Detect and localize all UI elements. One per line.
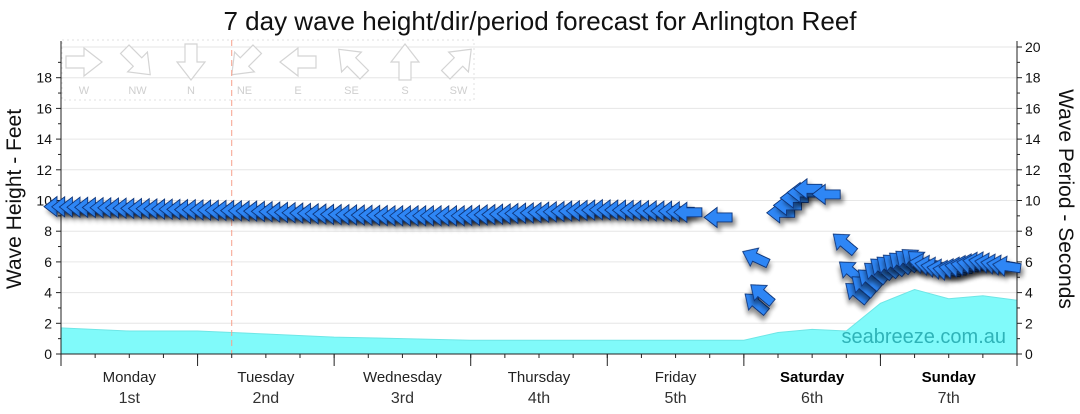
chart-axes: 02468101214161802468101214161820Monday1s…: [36, 39, 1040, 407]
wave-direction-arrow-icon: [742, 247, 771, 269]
y-right-tick-label: 0: [1025, 346, 1033, 362]
date-label: 6th: [801, 390, 823, 407]
day-label: Thursday: [508, 369, 571, 386]
arrow-shape: [750, 284, 776, 307]
day-label: Wednesday: [363, 369, 442, 386]
compass-arrow-shape: [175, 43, 207, 81]
compass-label: N: [187, 85, 195, 97]
y-left-tick-label: 18: [36, 70, 52, 86]
day-label: Monday: [103, 369, 157, 386]
compass-label: NW: [128, 85, 147, 97]
date-label: 7th: [938, 390, 960, 407]
compass-label: SE: [344, 85, 359, 97]
compass-arrow-shape: [440, 48, 472, 80]
y-right-tick-label: 2: [1025, 315, 1033, 331]
compass-arrow-icon: [65, 46, 103, 78]
grid-lines: [61, 46, 1017, 324]
compass-arrow-icon: [338, 48, 370, 80]
y-right-tick-label: 20: [1025, 39, 1041, 55]
chart-title: 7 day wave height/dir/period forecast fo…: [223, 6, 857, 36]
compass-arrow-icon: [389, 43, 421, 81]
arrow-shape: [832, 233, 859, 257]
wave-direction-arrow-icon: [703, 206, 733, 229]
arrow-shape: [703, 206, 733, 229]
y-left-tick-label: 2: [44, 315, 52, 331]
y-right-tick-label: 10: [1025, 193, 1041, 209]
date-label: 3rd: [391, 390, 414, 407]
arrow-shape: [742, 247, 771, 269]
compass-label: NE: [237, 85, 252, 97]
compass-arrow-shape: [338, 48, 370, 80]
day-label: Saturday: [780, 369, 845, 386]
compass-arrow-icon: [231, 44, 263, 76]
wave-direction-arrow-icon: [832, 233, 859, 257]
compass-arrow-shape: [389, 43, 421, 81]
day-label: Friday: [655, 369, 697, 386]
y-axis-right-title: Wave Period - Seconds: [1054, 89, 1077, 309]
y-right-tick-label: 18: [1025, 70, 1041, 86]
wave-direction-arrow-icon: [992, 255, 1022, 278]
date-label: 2nd: [253, 390, 280, 407]
compass-arrow-shape: [65, 46, 103, 78]
date-label: 4th: [528, 390, 550, 407]
y-left-tick-label: 0: [44, 346, 52, 362]
y-right-tick-label: 6: [1025, 254, 1033, 270]
watermark: seabreeze.com.au: [841, 326, 1006, 348]
y-left-tick-label: 4: [44, 285, 52, 301]
y-left-tick-label: 12: [36, 162, 52, 178]
arrow-shape: [673, 201, 703, 224]
y-right-tick-label: 14: [1025, 131, 1041, 147]
arrow-shape: [811, 183, 841, 206]
compass-arrow-icon: [440, 48, 472, 80]
wave-direction-arrow-icon: [673, 201, 703, 224]
arrow-shape: [992, 255, 1022, 278]
y-left-tick-label: 6: [44, 254, 52, 270]
compass-arrow-icon: [119, 44, 151, 76]
y-left-tick-label: 16: [36, 100, 52, 116]
compass-arrow-shape: [279, 46, 317, 78]
wave-direction-arrow-icon: [750, 284, 776, 307]
compass-legend: W NW N NE E SE S SW: [61, 39, 475, 101]
compass-label: S: [401, 85, 408, 97]
compass-label: SW: [450, 85, 468, 97]
y-left-tick-label: 8: [44, 223, 52, 239]
y-right-tick-label: 12: [1025, 162, 1041, 178]
compass-legend-frame: [61, 39, 475, 101]
day-label: Tuesday: [237, 369, 294, 386]
date-label: 5th: [664, 390, 686, 407]
compass-label: E: [294, 85, 301, 97]
y-right-tick-label: 8: [1025, 223, 1033, 239]
compass-arrow-icon: [175, 43, 207, 81]
compass-label: W: [79, 85, 90, 97]
compass-arrow-icon: [279, 46, 317, 78]
y-right-tick-label: 4: [1025, 285, 1033, 301]
y-axis-left-title: Wave Height - Feet: [3, 109, 26, 289]
wave-direction-arrow-icon: [811, 183, 841, 206]
compass-arrow-shape: [119, 44, 151, 76]
day-label: Sunday: [922, 369, 977, 386]
y-right-tick-label: 16: [1025, 100, 1041, 116]
wave-direction-arrows: [43, 177, 1022, 317]
date-label: 1st: [119, 390, 141, 407]
compass-arrow-shape: [231, 44, 263, 76]
y-left-tick-label: 14: [36, 131, 52, 147]
